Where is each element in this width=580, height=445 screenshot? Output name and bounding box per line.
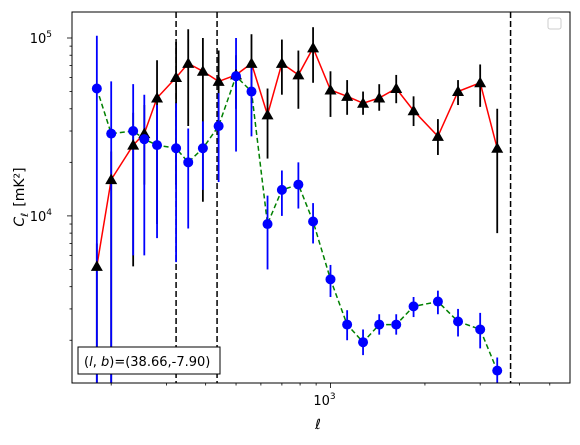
series-1-point-13 (293, 179, 304, 190)
series-0-point-20 (407, 104, 420, 116)
series-0-point-10 (245, 57, 258, 68)
series-1-point-8 (213, 121, 224, 132)
series-1-point-3 (139, 134, 150, 145)
x-tick-label-0: 103 (313, 392, 335, 409)
series-1-point-6 (183, 157, 194, 168)
series-1-point-4 (152, 140, 163, 151)
series-0-point-15 (324, 84, 337, 95)
series-1-point-23 (475, 324, 486, 335)
series-0-point-22 (452, 85, 465, 97)
series-1-point-1 (106, 128, 117, 139)
series-0-point-6 (182, 57, 195, 68)
series-0-point-23 (474, 76, 487, 88)
annotation-values: =(38.66,-7.90) (114, 355, 210, 370)
series-0-point-16 (341, 90, 354, 101)
y-axis-label-unit: [mK²] (12, 167, 28, 206)
legend-box (547, 17, 562, 30)
markers (90, 41, 504, 376)
annotation-box (77, 346, 221, 375)
series-0-point-21 (431, 130, 444, 141)
series-0-point-24 (491, 142, 504, 153)
annotation-l: l (89, 355, 93, 370)
series-0-point-7 (196, 65, 209, 76)
series-0-point-19 (390, 82, 403, 94)
series-1-point-17 (358, 337, 369, 348)
series-1-point-19 (391, 319, 402, 330)
series-1-point-18 (374, 319, 385, 330)
series-1-point-16 (342, 319, 353, 330)
series-1-point-14 (308, 216, 319, 227)
series-0-point-4 (151, 91, 164, 103)
error-bars (95, 27, 499, 383)
y-tick-label-1: 105 (30, 30, 52, 47)
series-1-point-20 (408, 301, 419, 312)
series-0-point-8 (212, 75, 225, 86)
series-1-point-22 (453, 316, 464, 327)
series-1-point-10 (246, 86, 257, 97)
series-0-point-11 (261, 108, 274, 120)
y-axis-label-sub: ℓ (20, 213, 31, 217)
series-0-point-12 (275, 57, 288, 68)
axis-ticks: 103 104 105 (30, 30, 551, 409)
series-1-point-21 (432, 296, 443, 307)
series-1-point-9 (231, 71, 242, 82)
series-0-point-13 (292, 68, 305, 80)
series-0-point-2 (127, 139, 140, 150)
series-0-point-5 (170, 71, 183, 82)
series-0-point-17 (357, 97, 370, 108)
y-axis-label: Cℓ [mK²] (12, 167, 31, 226)
series-1-point-5 (171, 143, 182, 154)
annotation-text: (l, b)=(38.66,-7.90) (84, 355, 210, 370)
annotation: (l, b)=(38.66,-7.90) (77, 346, 221, 375)
y-axis-label-main: C (12, 217, 28, 227)
series-1-point-2 (128, 126, 139, 137)
series-1-point-15 (325, 274, 336, 285)
series-0-point-0 (90, 260, 103, 271)
series-0-point-1 (105, 173, 118, 185)
series-0-point-14 (307, 41, 320, 53)
series-0-point-18 (373, 91, 386, 103)
series-1-point-24 (492, 365, 503, 376)
plot-frame (71, 11, 571, 384)
series-1-point-0 (91, 83, 102, 94)
x-axis-label: ℓ (314, 417, 321, 433)
annotation-b: b (101, 355, 109, 370)
series-1-point-7 (197, 143, 208, 154)
series-1-point-12 (276, 184, 287, 195)
series-1-point-11 (262, 219, 273, 230)
y-tick-label-0: 104 (30, 208, 53, 225)
